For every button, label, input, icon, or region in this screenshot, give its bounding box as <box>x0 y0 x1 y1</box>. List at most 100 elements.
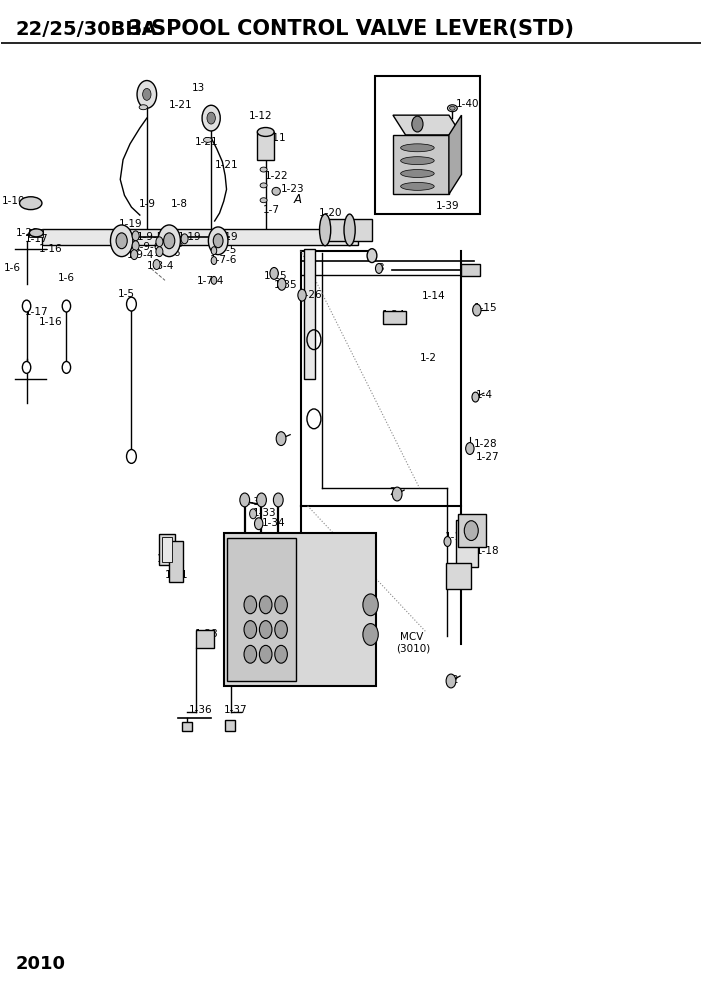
Circle shape <box>240 493 250 507</box>
Bar <box>169 541 183 582</box>
Text: 1-7: 1-7 <box>263 205 280 215</box>
Ellipse shape <box>20 196 42 209</box>
Text: 1-19: 1-19 <box>215 232 238 242</box>
Text: 1-6: 1-6 <box>4 264 20 274</box>
Text: 1-24: 1-24 <box>382 310 405 320</box>
Circle shape <box>376 264 383 274</box>
Circle shape <box>62 301 71 312</box>
Text: 22/25/30BHA: 22/25/30BHA <box>15 20 157 39</box>
Bar <box>196 630 214 649</box>
Circle shape <box>274 596 287 614</box>
Text: 1-21: 1-21 <box>169 100 193 110</box>
Polygon shape <box>393 135 449 194</box>
Bar <box>383 311 406 323</box>
Circle shape <box>158 225 180 257</box>
Bar <box>42 229 358 245</box>
Circle shape <box>298 290 306 302</box>
Text: 2: 2 <box>275 434 282 443</box>
Text: 1-7-6: 1-7-6 <box>210 255 237 265</box>
Circle shape <box>260 596 272 614</box>
Circle shape <box>363 624 378 646</box>
Ellipse shape <box>204 138 212 143</box>
Text: A: A <box>404 167 413 180</box>
Text: 3: 3 <box>377 264 383 274</box>
Circle shape <box>274 621 287 639</box>
Text: 1-5: 1-5 <box>118 290 135 300</box>
Circle shape <box>132 241 139 251</box>
Text: 1-21: 1-21 <box>215 160 238 170</box>
Text: 1-27: 1-27 <box>475 452 499 462</box>
Text: 1-38: 1-38 <box>195 630 219 640</box>
Circle shape <box>270 268 278 280</box>
Circle shape <box>126 449 136 463</box>
Circle shape <box>153 260 160 270</box>
Text: 1-34: 1-34 <box>262 518 285 528</box>
Circle shape <box>156 237 163 247</box>
Circle shape <box>207 112 216 124</box>
Bar <box>224 533 376 685</box>
Text: 1-8-6: 1-8-6 <box>154 248 181 258</box>
Ellipse shape <box>260 167 267 172</box>
Polygon shape <box>449 115 461 194</box>
Text: 1-8: 1-8 <box>171 199 187 209</box>
Circle shape <box>244 596 257 614</box>
Ellipse shape <box>260 183 267 187</box>
Text: 1-23: 1-23 <box>281 185 305 194</box>
Circle shape <box>137 80 157 108</box>
Text: 1-29: 1-29 <box>15 228 39 238</box>
Text: 1-15: 1-15 <box>474 303 498 313</box>
Ellipse shape <box>344 214 355 246</box>
Circle shape <box>110 225 133 257</box>
Ellipse shape <box>139 105 147 110</box>
Bar <box>258 132 274 160</box>
Circle shape <box>213 234 223 248</box>
Text: 1-37: 1-37 <box>224 704 247 714</box>
Circle shape <box>116 233 127 249</box>
Ellipse shape <box>401 144 435 152</box>
Circle shape <box>274 646 287 664</box>
Circle shape <box>202 105 220 131</box>
Ellipse shape <box>272 187 280 195</box>
Ellipse shape <box>29 229 44 237</box>
Bar <box>182 721 192 731</box>
Circle shape <box>465 442 474 454</box>
Text: 1-12: 1-12 <box>249 111 272 121</box>
Circle shape <box>244 646 257 664</box>
Bar <box>227 538 296 681</box>
Circle shape <box>464 521 478 541</box>
Text: 1-18: 1-18 <box>475 547 499 557</box>
Circle shape <box>22 361 31 373</box>
Circle shape <box>143 88 151 100</box>
Text: 1-9-6: 1-9-6 <box>134 242 161 252</box>
Text: 1-21: 1-21 <box>194 137 218 147</box>
Text: 1-32: 1-32 <box>244 497 267 507</box>
Text: 1-15: 1-15 <box>444 532 468 542</box>
Circle shape <box>156 247 163 257</box>
Text: 1-39: 1-39 <box>437 201 460 211</box>
Text: 4: 4 <box>369 251 375 261</box>
Circle shape <box>363 594 378 616</box>
Circle shape <box>276 432 286 445</box>
Text: 1-36: 1-36 <box>189 704 213 714</box>
Circle shape <box>367 249 377 263</box>
Ellipse shape <box>401 157 435 165</box>
Circle shape <box>260 646 272 664</box>
Circle shape <box>208 227 228 255</box>
Circle shape <box>164 233 175 249</box>
Circle shape <box>211 247 217 255</box>
Text: 1-9-4: 1-9-4 <box>127 250 154 260</box>
Text: 1-40: 1-40 <box>456 99 479 109</box>
Text: 2010: 2010 <box>15 955 65 973</box>
Text: 1-17: 1-17 <box>25 234 48 244</box>
Ellipse shape <box>260 197 267 202</box>
Circle shape <box>62 361 71 373</box>
Text: 1-7-5: 1-7-5 <box>210 245 237 255</box>
Bar <box>461 264 479 277</box>
Ellipse shape <box>401 183 435 190</box>
Ellipse shape <box>401 170 435 178</box>
Text: 1-35: 1-35 <box>273 281 297 291</box>
Bar <box>162 537 172 562</box>
Text: 1-8-4: 1-8-4 <box>147 261 174 271</box>
Circle shape <box>22 301 31 312</box>
Bar <box>456 520 478 567</box>
